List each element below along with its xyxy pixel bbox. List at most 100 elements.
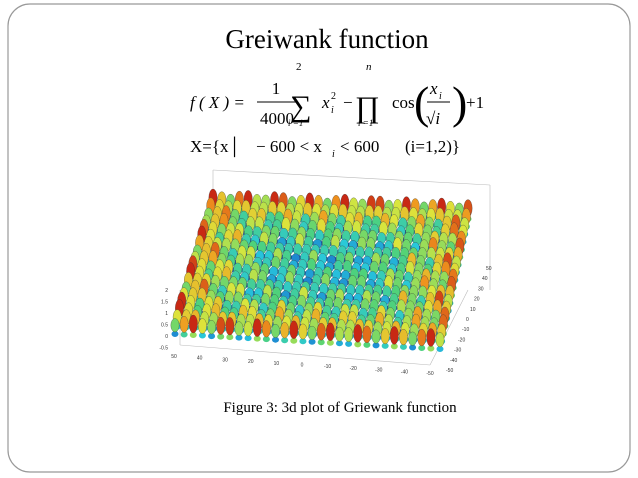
surface-dip <box>335 340 343 347</box>
left-paren: ( <box>414 77 429 128</box>
surface-bump <box>307 325 317 340</box>
surface-bump <box>399 329 408 346</box>
surface-dip <box>226 334 234 341</box>
z-tick-label: 0 <box>165 334 168 340</box>
surface-bump <box>170 318 180 333</box>
x-tick-label: 40 <box>197 356 203 362</box>
surface-dip <box>372 342 380 349</box>
y-tick-label: 10 <box>470 307 476 313</box>
surface-bump <box>417 328 427 347</box>
cos: cos <box>392 93 415 112</box>
x-tick-label: 10 <box>274 361 280 367</box>
surface-bump <box>271 323 280 338</box>
y-tick-label: 50 <box>486 266 492 272</box>
formula: f ( X ) = 1 4000 2 ∑ i =1 x i 2 − n ∏ i … <box>190 61 484 128</box>
surface-dip <box>418 344 426 351</box>
prod-upper: n <box>366 61 372 73</box>
x-tick-label: 20 <box>248 359 254 365</box>
surface-bump <box>252 318 262 337</box>
y-tick-label: 0 <box>466 317 469 323</box>
x-tick-label: -30 <box>375 368 382 374</box>
y-tick-label: -10 <box>462 327 469 333</box>
x-tick-label: -50 <box>426 371 433 377</box>
surface-bump <box>280 322 290 339</box>
plus-one: +1 <box>466 93 484 112</box>
surface-dip <box>244 335 252 342</box>
frac-x-sub: i <box>439 91 442 102</box>
x: x <box>321 93 330 112</box>
sum-upper: 2 <box>296 61 302 73</box>
surface-dip <box>308 338 316 345</box>
z-tick-label: 1.5 <box>161 300 168 306</box>
surface-dip <box>198 332 206 339</box>
surface-dip <box>427 345 435 352</box>
set-open: X={x│ <box>190 136 241 158</box>
numerator: 1 <box>272 79 281 98</box>
surface-dip <box>345 340 353 347</box>
surface-dip <box>208 333 216 340</box>
x-tick-label: -10 <box>324 364 331 370</box>
surface-dip <box>399 343 407 350</box>
prod-lower: i =1 <box>358 118 373 128</box>
surface-bump <box>216 316 226 335</box>
surface-bump <box>426 328 436 347</box>
surface-dip <box>217 333 225 340</box>
y-tick-label: 40 <box>482 276 488 282</box>
x-tick-label: -40 <box>401 369 408 375</box>
surface-dip <box>390 343 398 350</box>
surface-bump <box>234 321 244 336</box>
surface-dip <box>272 336 280 343</box>
surface-dip <box>262 336 270 343</box>
surface-dip <box>436 346 444 352</box>
surface-dip <box>326 339 334 346</box>
surface-dip <box>354 341 362 348</box>
formula-lhs: f ( X ) = <box>190 93 245 112</box>
x-tick-label: 50 <box>171 354 177 360</box>
y-tick-label: 20 <box>474 297 480 303</box>
surface-bump <box>243 321 253 337</box>
caption: Figure 3: 3d plot of Griewank function <box>223 400 457 416</box>
surface-bump <box>353 324 363 343</box>
surface-bump <box>225 317 235 336</box>
surface-bump <box>262 320 271 338</box>
x-sub: i <box>331 105 334 116</box>
frac-x: x <box>429 79 438 98</box>
surface-dip <box>317 339 325 346</box>
surface-bump <box>344 327 353 342</box>
surface-bump <box>179 316 189 333</box>
surface-dip <box>381 342 389 349</box>
index-range: (i=1,2)} <box>405 137 460 156</box>
z-tick-label: 1 <box>165 311 168 317</box>
surface-dip <box>180 331 188 338</box>
surface-bump <box>335 326 344 342</box>
surface-dip <box>409 344 417 351</box>
surface-dip <box>290 337 298 344</box>
surface-plot: 21.510.50-0.550 40 30 20 10 0 -10 -20 -30 -40 -505… <box>159 169 492 377</box>
x-sup: 2 <box>331 91 336 102</box>
right-paren: ) <box>452 77 467 128</box>
surface-bump <box>371 329 381 344</box>
surface-bump <box>289 320 299 339</box>
x-tick-label: 0 <box>301 363 304 369</box>
surface-bump <box>362 325 372 344</box>
domain: X={x│ − 600 < x i < 600 (i=1,2)} <box>190 136 460 160</box>
y-tick-label: -40 <box>450 358 457 364</box>
y-tick-label: -50 <box>446 368 453 374</box>
surface-bump <box>325 322 335 341</box>
z-tick-label: 2 <box>165 288 168 294</box>
denominator: 4000 <box>260 109 294 128</box>
surface-bump <box>316 322 326 341</box>
z-tick-label: 0.5 <box>161 323 168 329</box>
surface-bump <box>408 331 417 346</box>
surface-dip <box>253 335 261 342</box>
surface-dip <box>299 338 307 345</box>
surface-dip <box>363 341 371 348</box>
surface-dip <box>171 331 179 337</box>
title: Greiwank function <box>225 24 429 54</box>
surface-bump <box>207 320 216 335</box>
surface-bump <box>380 328 390 345</box>
y-tick-label: -30 <box>454 348 461 354</box>
sum-sign: ∑ <box>290 90 311 123</box>
prod-sign: ∏ <box>355 91 380 124</box>
